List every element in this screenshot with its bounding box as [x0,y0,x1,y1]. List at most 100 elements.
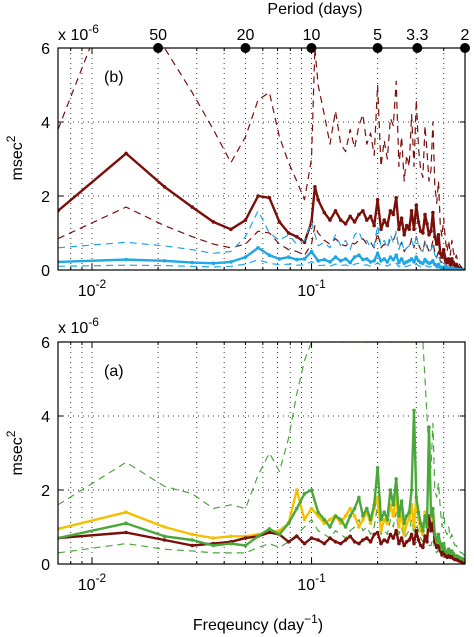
panel-a-green-mean-point [267,527,272,531]
panel-a-green-mean-point [441,541,446,546]
panel-b-xtick-label: 10-1 [297,277,326,300]
panel-b-red-mean-point [423,212,427,217]
panel-b-red-mean-point [438,251,443,256]
panel-a-red-mean-point [243,536,248,540]
panel-b-red-mean-point [352,220,357,224]
panel-b-red-mean-point [343,222,348,226]
panel-a-red-mean-point [391,536,396,540]
panel-b-blue-mean-point [379,259,383,263]
panel-a-green-mean-point [385,517,390,522]
panel-a-green-mean-point [343,525,348,529]
panel-b-blue-mean-point [316,259,320,263]
panel-b-red-mean-point [440,255,444,259]
panel-a-xtick-label: 10-2 [78,571,107,594]
panel-b-red-mean-point [382,218,387,222]
panel-a-red-mean-point [343,538,348,542]
panel-b-scale: x 10-6 [58,22,99,44]
panel-a-green-mean-point [124,521,128,526]
panel-a-green-mean-point [421,528,425,533]
panel-a-green-mean-point [412,408,416,413]
panel-a-yellow-mean-point [162,525,167,529]
panel-a-green-mean-line [58,409,465,562]
panel-a-red-mean-point [124,530,128,535]
panel-b-red-mean-point [229,227,233,232]
panel-a-red-mean-point [382,538,387,542]
panel-a-yellow-mean-point [343,514,348,518]
top-axis: 50 20 10 5 3.3 2 [149,27,470,53]
panel-a-yellow-mean-point [302,517,307,522]
panel-b-red-mean-point [267,196,272,200]
panel-a-green-mean-point [391,503,396,507]
panel-a-xlabel: Freqeuncy (day−1) [193,612,323,634]
panel-a-red-mean-point [190,543,194,548]
panel-a-red-mean-point [399,536,404,540]
top-axis-tick-label: 3.3 [406,27,428,44]
panel-b-red-mean-point [316,197,320,202]
panel-a-green-mean-point [277,532,282,537]
panel-b-red-mean-point [385,223,390,228]
panel-b-red-mean-point [388,209,393,213]
panel-b-red-mean-point [338,218,343,222]
panel-a-yellow-mean-point [385,521,390,526]
panel-a-green-mean-point [404,514,409,518]
panel-b-red-mean-point [399,216,404,220]
panel-b-blue-mean-point [338,259,343,263]
panel-a-red-mean-point [316,538,320,542]
panel-a-green-mean-point [322,517,327,522]
panel-a-ylabel: msec2 [4,430,26,475]
panel-b-blue-mean-point [368,260,373,264]
panel-b-red-mean-point [433,234,437,239]
panel-a-green-mean-point [352,506,357,511]
panel-b-red-mean-point [454,262,459,267]
top-axis-tick-label: 50 [149,27,167,44]
panel-a-green-mean-point [394,477,399,481]
panel-b-red-mean-point [429,229,433,233]
panel-a-red-mean-point [375,530,380,535]
panel-a-red-mean-point [357,541,361,546]
panel-b-blue-mean-point [431,259,435,263]
panel-a-yellow-mean-point [379,528,383,533]
panel-a-green-mean-point [368,517,373,522]
panel-b-frame [57,47,466,271]
panel-b-red-mean-point [286,231,291,235]
panel-a-green-mean-point [433,532,437,537]
panel-b-blue-mean-point [322,257,327,262]
panel-a-green-mean-point [211,543,216,548]
panel-b-red-mean-point [412,227,416,232]
panel-a-label: (a) [104,363,124,380]
panel-a-red-mean-point [394,528,399,533]
top-axis-tick-label: 5 [373,27,382,44]
panel-b-red-mean-point [375,197,380,202]
panel-a-red-mean-point [414,528,419,533]
panel-a-yellow-mean-point [382,517,387,522]
panel-a-green-mean-point [309,488,314,492]
panel-b-blue-mean-point [162,259,167,263]
panel-b-red-mean-point [445,260,449,265]
panel-b-red-mean-point [124,151,128,156]
panel-a-red-mean-point [429,528,433,533]
panel-a-green-mean-point [328,525,332,529]
panel-b-red-upper-line [58,48,465,270]
panel-a-green-mean-point [427,425,431,429]
panel-a-green-mean-point [372,503,377,507]
panel-b-red-mean-point [421,231,425,235]
panel-a-red-mean-point [286,540,291,544]
panel-a-yellow-mean-point [402,532,407,537]
panel-b-blue-mean-point [409,257,414,261]
panel-a-red-mean-point [338,541,343,546]
panel-a-yellow-mean-point [190,532,194,537]
panel-b-blue-mean-point [243,255,248,259]
panel-a-yellow-mean-point [397,525,401,529]
panel-a-green-mean-point [402,521,407,526]
panel-b-blue-mean-point [407,259,412,263]
panel-a-yellow-mean-point [328,517,332,522]
panel-a-green-mean-point [450,549,454,553]
panel-a-green-mean-point [302,491,307,496]
panel-a-green-mean-point [361,514,365,518]
panel-a-yellow-mean-point [348,506,353,511]
panel-a-green-mean-point [434,540,439,544]
panel-b-red-mean-point [361,209,365,213]
panel-b-red-mean-point [333,209,338,213]
panel-a-yellow-mean-point [368,521,373,526]
